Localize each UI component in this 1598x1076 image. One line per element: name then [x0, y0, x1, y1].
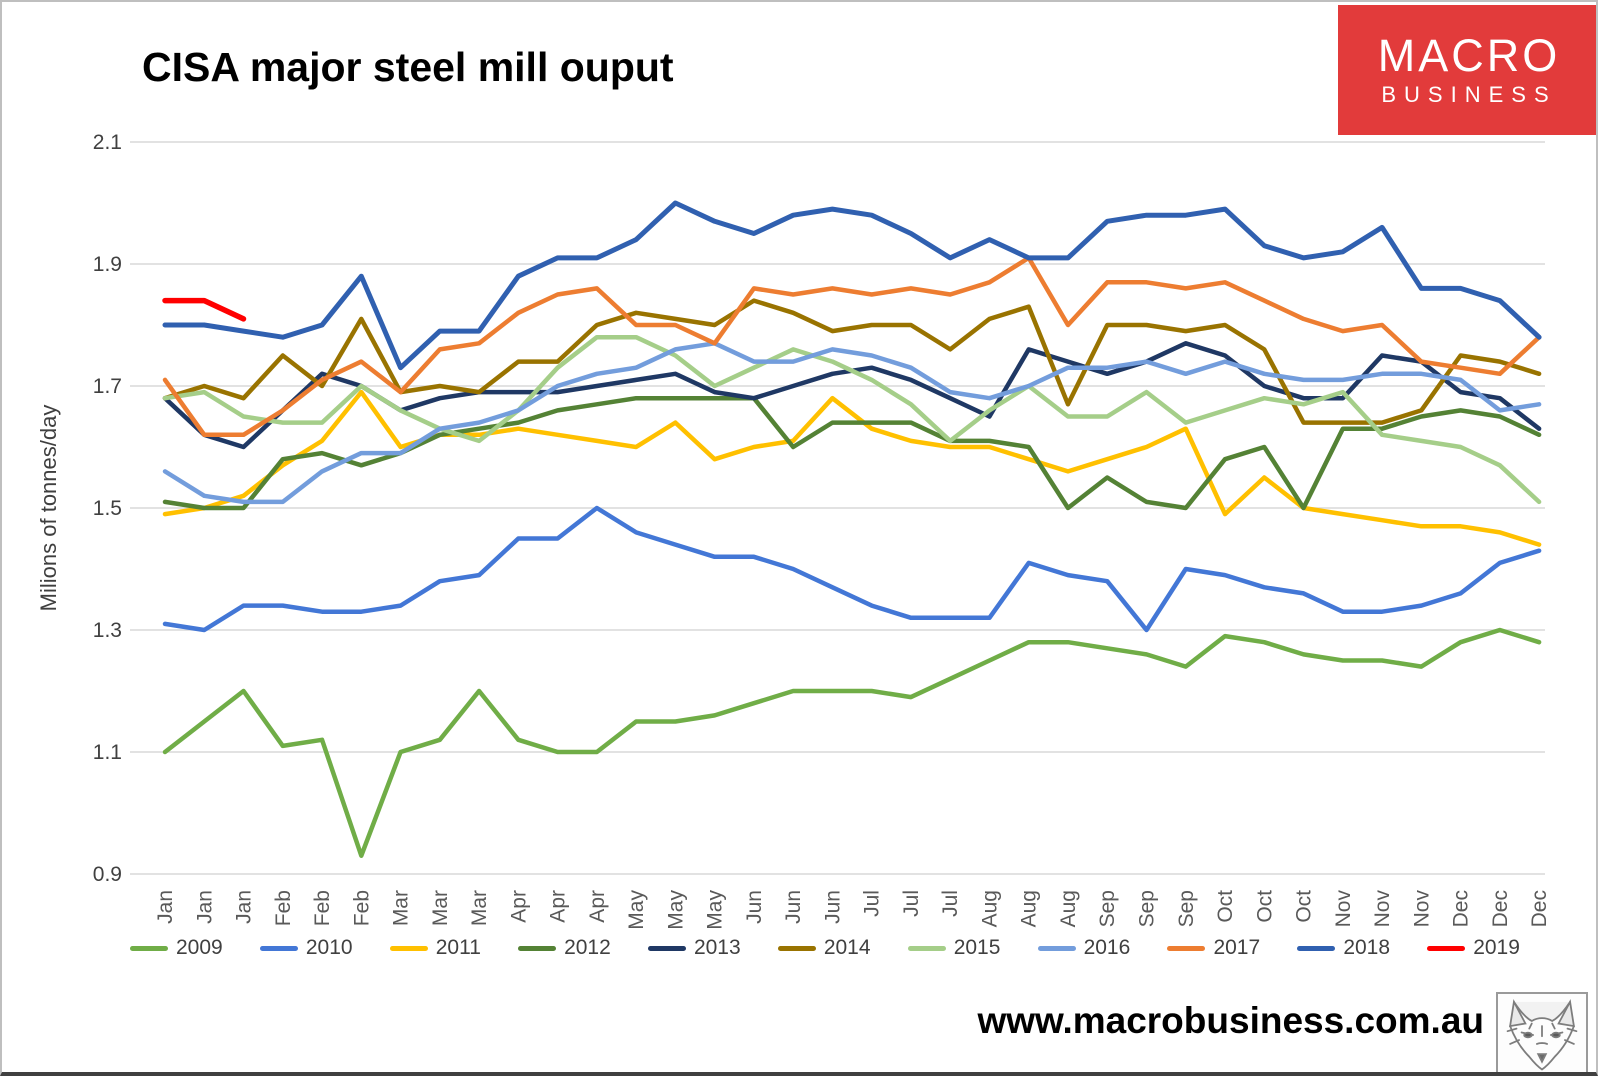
x-tick-label: Jan: [193, 890, 216, 924]
x-tick-label: Sep: [1175, 890, 1198, 927]
legend-swatch-2014: [777, 945, 816, 951]
y-tick-label: 0.9: [93, 863, 122, 886]
legend-swatch-2016: [1037, 945, 1076, 951]
x-tick-label: Jul: [939, 890, 962, 917]
legend-label: 2011: [435, 936, 481, 959]
x-tick-label: Nov: [1410, 890, 1433, 928]
x-tick-label: Dec: [1489, 890, 1512, 927]
chart-title: CISA major steel mill ouput: [142, 44, 674, 90]
legend-item-2018: 2018: [1297, 936, 1390, 960]
legend-item-2011: 2011: [389, 936, 481, 960]
series-line-2011: [162, 389, 1542, 547]
x-tick-label: Jul: [861, 890, 884, 917]
x-tick-label: Apr: [547, 890, 570, 923]
legend-item-2009: 2009: [130, 936, 223, 960]
y-tick-label: 1.3: [93, 619, 122, 642]
x-tick-label: Aug: [1057, 890, 1080, 927]
legend-label: 2010: [305, 936, 353, 959]
x-tick-label: Oct: [1293, 890, 1316, 923]
legend-swatch-2015: [907, 945, 946, 951]
x-tick-label: May: [704, 890, 727, 930]
x-tick-label: Mar: [468, 890, 491, 926]
legend-item-2017: 2017: [1167, 936, 1260, 960]
x-tick-label: Oct: [1253, 890, 1276, 923]
x-tick-label: Apr: [507, 890, 530, 923]
x-tick-label: Aug: [978, 890, 1001, 927]
y-tick-label: 1.7: [93, 375, 122, 398]
wolf-logo-box: [1496, 992, 1588, 1072]
x-tick-label: Jan: [154, 890, 177, 924]
y-tick-label: 1.5: [93, 497, 122, 520]
wolf-sketch-icon: [1506, 999, 1578, 1071]
legend-label: 2015: [953, 936, 1001, 959]
logo-text-business: BUSINESS: [1381, 81, 1557, 107]
chart-legend: 2009 2010 2011 2012 2013 2014 2015 2016 2017 2018…: [130, 936, 1520, 960]
x-tick-label: Jan: [233, 890, 256, 924]
legend-swatch-2018: [1297, 945, 1336, 951]
legend-label: 2019: [1473, 936, 1520, 959]
y-axis-label: Milions of tonnes/day: [36, 405, 61, 612]
y-tick-label: 2.1: [93, 131, 122, 154]
x-tick-label: Jun: [782, 890, 805, 924]
x-tick-label: Dec: [1450, 890, 1473, 927]
legend-swatch-2010: [259, 945, 298, 951]
macrobusiness-logo: MACRO BUSINESS: [1338, 5, 1596, 135]
x-tick-label: Oct: [1214, 890, 1237, 923]
x-tick-label: Aug: [1018, 890, 1041, 927]
x-tick-label: Nov: [1371, 890, 1394, 928]
legend-item-2014: 2014: [777, 936, 871, 960]
legend-item-2016: 2016: [1037, 936, 1131, 960]
x-tick-label: Sep: [1096, 890, 1119, 927]
series-line-2015: [162, 334, 1542, 505]
series-line-2016: [162, 341, 1542, 505]
x-tick-label: Jul: [900, 890, 923, 917]
x-tick-label: Feb: [272, 890, 295, 926]
legend-item-2012: 2012: [518, 936, 611, 960]
legend-label: 2016: [1083, 936, 1131, 959]
legend-item-2010: 2010: [259, 936, 353, 960]
series-line-2018: [162, 200, 1542, 371]
legend-swatch-2011: [389, 945, 428, 951]
legend-label: 2012: [564, 936, 611, 959]
series-line-2017: [162, 255, 1542, 438]
legend-swatch-2009: [130, 945, 168, 951]
legend-label: 2017: [1213, 936, 1261, 959]
x-tick-label: Apr: [586, 890, 609, 923]
x-tick-label: Jun: [743, 890, 766, 924]
legend-item-2015: 2015: [907, 936, 1001, 960]
series-line-2014: [162, 298, 1542, 425]
y-tick-label: 1.9: [93, 253, 122, 276]
x-tick-label: Mar: [429, 890, 452, 926]
legend-swatch-2012: [518, 945, 557, 951]
legend-item-2019: 2019: [1427, 936, 1520, 960]
legend-label: 2009: [176, 936, 223, 959]
website-link[interactable]: www.macrobusiness.com.au: [977, 1000, 1484, 1041]
legend-swatch-2017: [1167, 945, 1206, 951]
x-tick-label: Dec: [1528, 890, 1551, 927]
legend-label: 2018: [1343, 936, 1391, 959]
series-line-2019: [162, 297, 247, 322]
legend-label: 2014: [823, 936, 871, 959]
y-tick-label: 1.1: [93, 741, 122, 764]
x-tick-label: Feb: [350, 890, 373, 926]
legend-swatch-2013: [647, 945, 686, 951]
x-tick-label: May: [664, 890, 687, 930]
x-tick-label: Nov: [1332, 890, 1355, 928]
x-tick-label: May: [625, 890, 648, 930]
series-line-2009: [162, 627, 1542, 858]
x-tick-label: Feb: [311, 890, 334, 926]
x-tick-label: Mar: [390, 890, 413, 926]
series-line-2010: [162, 505, 1542, 633]
x-tick-label: Jun: [821, 890, 844, 924]
legend-swatch-2019: [1427, 945, 1466, 951]
x-tick-label: Sep: [1136, 890, 1159, 927]
legend-label: 2013: [693, 936, 741, 959]
legend-item-2013: 2013: [647, 936, 741, 960]
logo-text-macro: MACRO: [1377, 29, 1561, 81]
